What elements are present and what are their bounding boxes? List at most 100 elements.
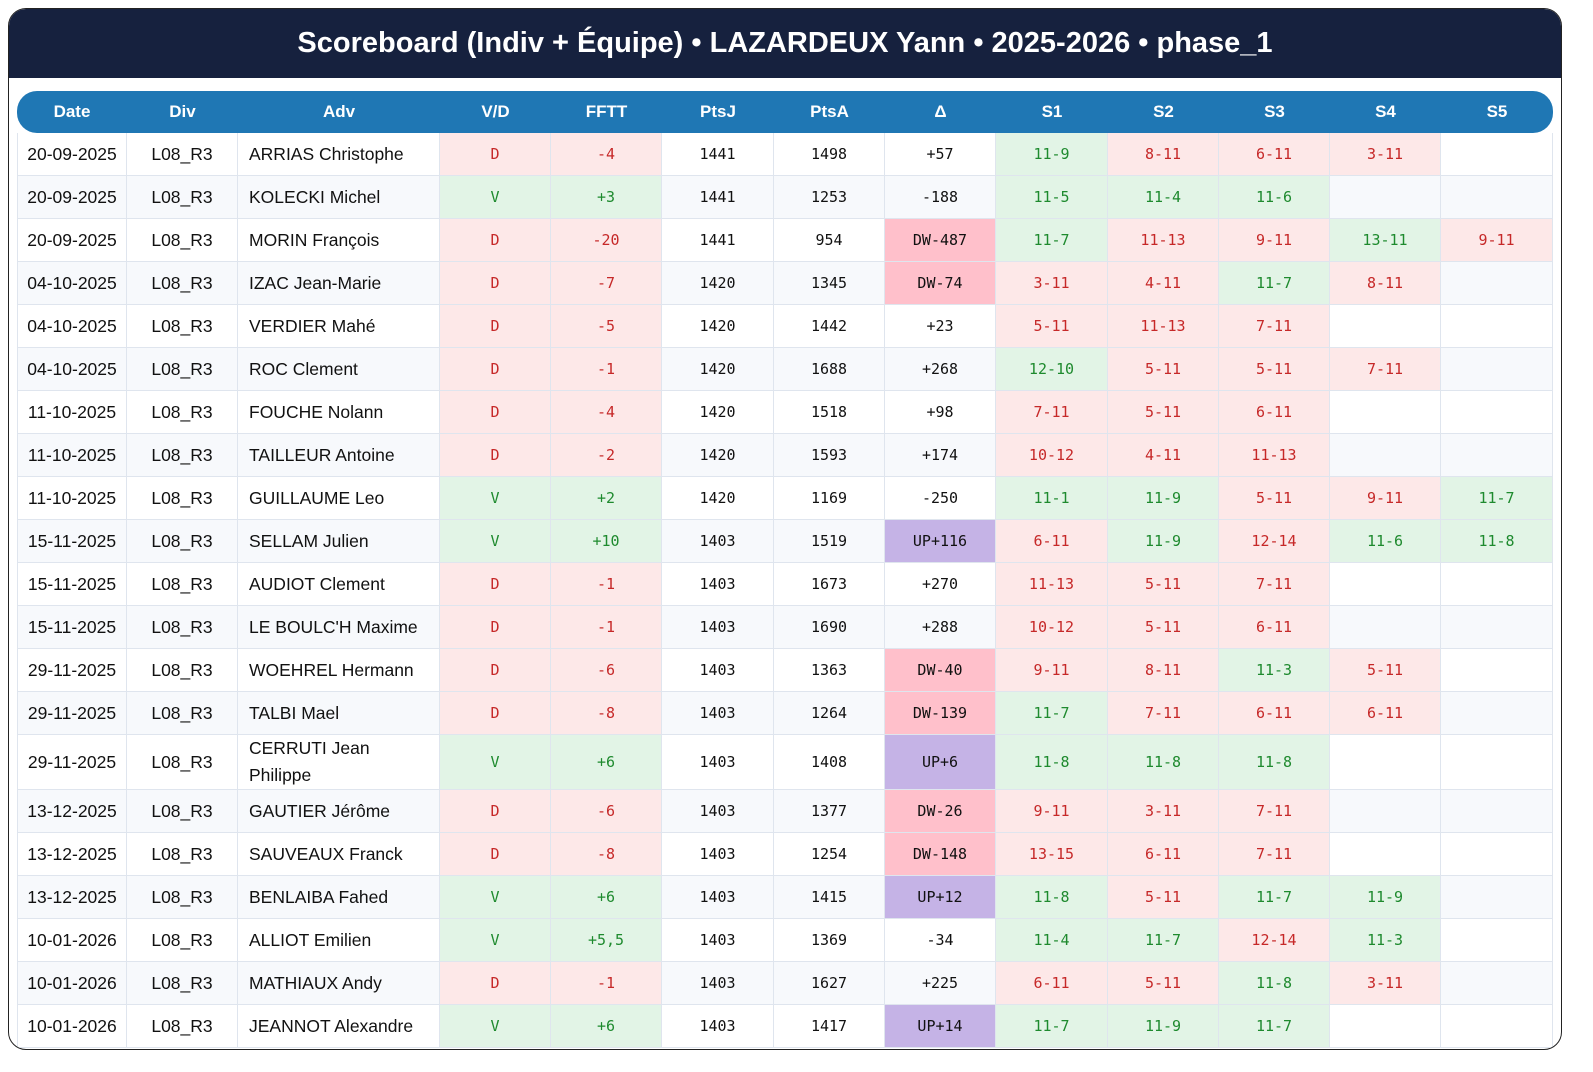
opponent-cell: ALLIOT Emilien bbox=[238, 919, 440, 962]
column-header-0[interactable]: Date bbox=[17, 91, 127, 133]
set-2-cell: 11-9 bbox=[1108, 477, 1219, 520]
set-1-cell: 10-12 bbox=[996, 434, 1108, 477]
division-cell: L08_R3 bbox=[127, 520, 238, 563]
set-5-cell bbox=[1441, 348, 1553, 391]
player-points-cell: 1420 bbox=[662, 348, 774, 391]
table-row: 10-01-2026 L08_R3 MATHIAUX Andy D -1 1403 1627… bbox=[17, 962, 1553, 1005]
column-header-7[interactable]: Δ bbox=[885, 91, 996, 133]
result-cell: D bbox=[440, 133, 551, 176]
set-4-cell: 13-11 bbox=[1330, 219, 1441, 262]
scoreboard-card: Scoreboard (Indiv + Équipe) • LAZARDEUX … bbox=[8, 8, 1562, 1050]
set-1-cell: 9-11 bbox=[996, 649, 1108, 692]
table-row: 13-12-2025 L08_R3 GAUTIER Jérôme D -6 1403 137… bbox=[17, 790, 1553, 833]
division-cell: L08_R3 bbox=[127, 176, 238, 219]
column-header-9[interactable]: S2 bbox=[1108, 91, 1219, 133]
player-points-cell: 1420 bbox=[662, 434, 774, 477]
column-header-6[interactable]: PtsA bbox=[774, 91, 885, 133]
column-header-3[interactable]: V/D bbox=[440, 91, 551, 133]
column-header-8[interactable]: S1 bbox=[996, 91, 1108, 133]
fftt-points-cell: -5 bbox=[551, 305, 662, 348]
set-5-cell bbox=[1441, 919, 1553, 962]
opponent-points-cell: 1369 bbox=[774, 919, 885, 962]
opponent-points-cell: 1417 bbox=[774, 1005, 885, 1048]
division-cell: L08_R3 bbox=[127, 477, 238, 520]
set-1-cell: 11-8 bbox=[996, 735, 1108, 790]
result-cell: V bbox=[440, 176, 551, 219]
opponent-points-cell: 1593 bbox=[774, 434, 885, 477]
fftt-points-cell: +5,5 bbox=[551, 919, 662, 962]
set-3-cell: 7-11 bbox=[1219, 305, 1330, 348]
fftt-points-cell: +6 bbox=[551, 735, 662, 790]
delta-cell: DW-26 bbox=[885, 790, 996, 833]
set-5-cell bbox=[1441, 305, 1553, 348]
set-5-cell bbox=[1441, 434, 1553, 477]
set-5-cell bbox=[1441, 649, 1553, 692]
table-body: 20-09-2025 L08_R3 ARRIAS Christophe D -4 1441… bbox=[17, 133, 1553, 1048]
fftt-points-cell: -6 bbox=[551, 790, 662, 833]
date-cell: 20-09-2025 bbox=[17, 176, 127, 219]
delta-cell: +225 bbox=[885, 962, 996, 1005]
set-5-cell: 9-11 bbox=[1441, 219, 1553, 262]
set-3-cell: 6-11 bbox=[1219, 606, 1330, 649]
column-header-5[interactable]: PtsJ bbox=[662, 91, 774, 133]
division-cell: L08_R3 bbox=[127, 919, 238, 962]
column-header-10[interactable]: S3 bbox=[1219, 91, 1330, 133]
date-cell: 20-09-2025 bbox=[17, 133, 127, 176]
table-row: 04-10-2025 L08_R3 VERDIER Mahé D -5 1420 1442 +… bbox=[17, 305, 1553, 348]
set-5-cell bbox=[1441, 735, 1553, 790]
opponent-points-cell: 1253 bbox=[774, 176, 885, 219]
column-header-1[interactable]: Div bbox=[127, 91, 238, 133]
set-1-cell: 11-5 bbox=[996, 176, 1108, 219]
set-2-cell: 11-9 bbox=[1108, 1005, 1219, 1048]
opponent-cell: FOUCHE Nolann bbox=[238, 391, 440, 434]
set-2-cell: 11-4 bbox=[1108, 176, 1219, 219]
set-4-cell bbox=[1330, 391, 1441, 434]
set-3-cell: 11-7 bbox=[1219, 262, 1330, 305]
set-3-cell: 6-11 bbox=[1219, 133, 1330, 176]
set-1-cell: 11-4 bbox=[996, 919, 1108, 962]
date-cell: 20-09-2025 bbox=[17, 219, 127, 262]
delta-cell: +268 bbox=[885, 348, 996, 391]
delta-cell: +270 bbox=[885, 563, 996, 606]
division-cell: L08_R3 bbox=[127, 606, 238, 649]
fftt-points-cell: -2 bbox=[551, 434, 662, 477]
set-3-cell: 11-7 bbox=[1219, 1005, 1330, 1048]
player-points-cell: 1420 bbox=[662, 477, 774, 520]
player-points-cell: 1403 bbox=[662, 649, 774, 692]
set-2-cell: 5-11 bbox=[1108, 348, 1219, 391]
division-cell: L08_R3 bbox=[127, 790, 238, 833]
date-cell: 10-01-2026 bbox=[17, 962, 127, 1005]
division-cell: L08_R3 bbox=[127, 219, 238, 262]
column-header-2[interactable]: Adv bbox=[238, 91, 440, 133]
table-row: 15-11-2025 L08_R3 LE BOULC'H Maxime D -1 1403… bbox=[17, 606, 1553, 649]
division-cell: L08_R3 bbox=[127, 1005, 238, 1048]
table-row: 10-01-2026 L08_R3 JEANNOT Alexandre V +6 1403… bbox=[17, 1005, 1553, 1048]
opponent-points-cell: 1377 bbox=[774, 790, 885, 833]
opponent-points-cell: 1415 bbox=[774, 876, 885, 919]
set-3-cell: 6-11 bbox=[1219, 692, 1330, 735]
set-5-cell bbox=[1441, 606, 1553, 649]
result-cell: D bbox=[440, 790, 551, 833]
column-header-11[interactable]: S4 bbox=[1330, 91, 1441, 133]
set-4-cell: 11-3 bbox=[1330, 919, 1441, 962]
set-3-cell: 7-11 bbox=[1219, 833, 1330, 876]
set-1-cell: 11-8 bbox=[996, 876, 1108, 919]
fftt-points-cell: -1 bbox=[551, 563, 662, 606]
set-2-cell: 8-11 bbox=[1108, 649, 1219, 692]
set-4-cell bbox=[1330, 1005, 1441, 1048]
delta-cell: UP+116 bbox=[885, 520, 996, 563]
player-points-cell: 1420 bbox=[662, 305, 774, 348]
table-row: 11-10-2025 L08_R3 FOUCHE Nolann D -4 1420 1518… bbox=[17, 391, 1553, 434]
opponent-cell: KOLECKI Michel bbox=[238, 176, 440, 219]
set-3-cell: 11-3 bbox=[1219, 649, 1330, 692]
delta-cell: DW-74 bbox=[885, 262, 996, 305]
set-3-cell: 11-7 bbox=[1219, 876, 1330, 919]
set-5-cell bbox=[1441, 833, 1553, 876]
table-row: 15-11-2025 L08_R3 SELLAM Julien V +10 1403 151… bbox=[17, 520, 1553, 563]
column-header-4[interactable]: FFTT bbox=[551, 91, 662, 133]
column-header-12[interactable]: S5 bbox=[1441, 91, 1553, 133]
opponent-cell: TAILLEUR Antoine bbox=[238, 434, 440, 477]
date-cell: 13-12-2025 bbox=[17, 876, 127, 919]
opponent-cell: IZAC Jean-Marie bbox=[238, 262, 440, 305]
player-points-cell: 1403 bbox=[662, 1005, 774, 1048]
